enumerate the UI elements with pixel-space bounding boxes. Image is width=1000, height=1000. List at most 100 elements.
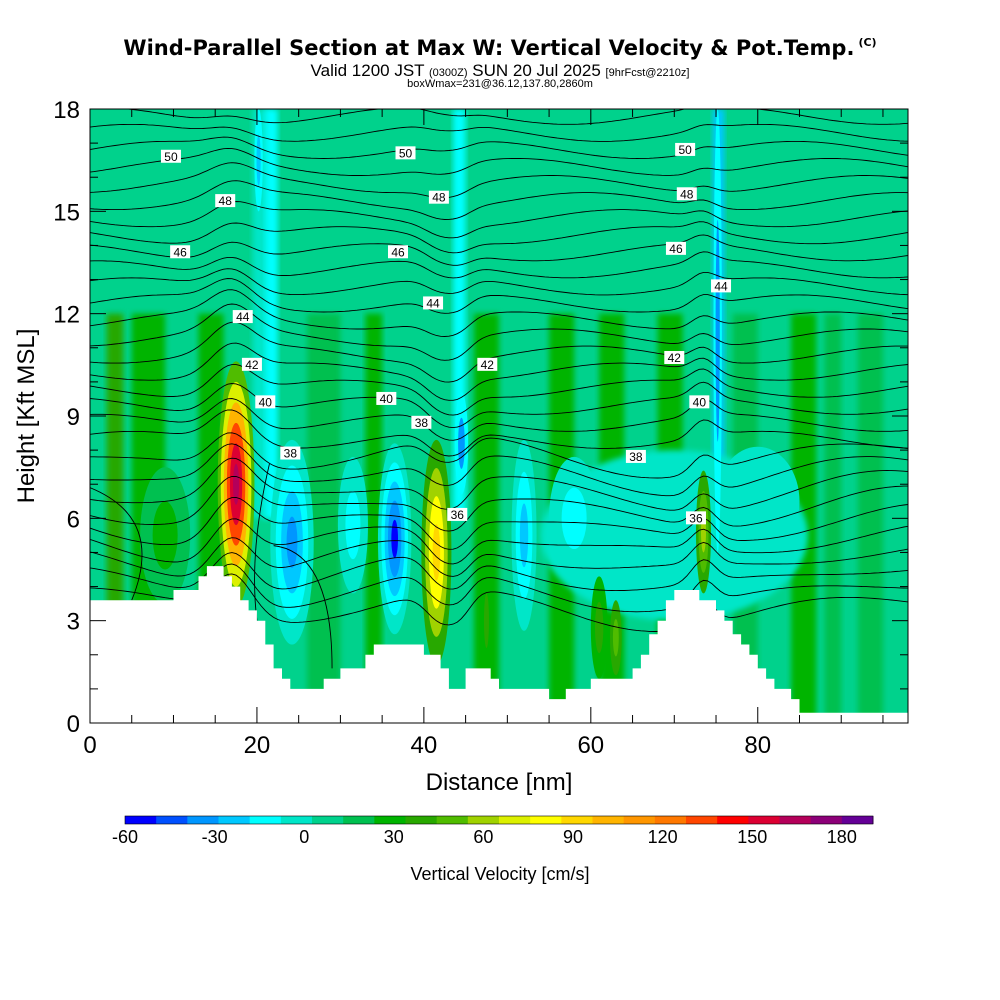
- theta-label-bg: [676, 187, 697, 201]
- colorbar-swatch: [623, 816, 656, 824]
- theta-label-text: 44: [426, 296, 440, 310]
- updraft-blob: [594, 601, 604, 654]
- theta-label-bg: [280, 446, 301, 460]
- theta-contour-line: [123, 109, 908, 125]
- downdraft-blob: [286, 516, 298, 568]
- colorbar-swatch: [125, 816, 157, 824]
- x-tick-label: 80: [744, 732, 771, 759]
- theta-label-bg: [411, 415, 432, 429]
- theta-contour-line: [90, 443, 908, 497]
- colorbar: -60 -30 0 30 60 90 120 150 180 Vertical Velocity …: [112, 815, 874, 884]
- theta-contour-label: 38: [625, 449, 646, 464]
- theta-contour-line: [90, 321, 908, 383]
- colorbar-swatch: [218, 816, 251, 824]
- theta-contour-line: [90, 303, 908, 361]
- theta-label-bg: [477, 357, 498, 371]
- copyright-mark: (C): [858, 36, 877, 49]
- x-axis-label: Distance [nm]: [426, 769, 573, 796]
- theta-label-bg: [170, 245, 191, 259]
- theta-label-bg: [675, 142, 696, 156]
- theta-contour-line: [90, 251, 908, 279]
- colorbar-swatch: [779, 816, 812, 824]
- colorbar-tick-label: 60: [473, 827, 493, 847]
- theta-contour-line: [90, 476, 908, 532]
- x-tick-label: 0: [83, 732, 96, 759]
- theta-contour-line: [90, 234, 908, 266]
- colorbar-swatch: [249, 816, 282, 824]
- updraft-blob: [233, 463, 240, 505]
- theta-contour-label: 46: [388, 245, 409, 259]
- colorbar-swatch: [405, 816, 438, 824]
- theta-contour-label: 36: [447, 507, 468, 522]
- theta-contour-line: [90, 432, 908, 479]
- theta-contour-line: [90, 573, 908, 632]
- theta-label-text: 50: [399, 146, 413, 160]
- theta-contour-line: [90, 537, 908, 577]
- colorbar-swatch: [312, 816, 344, 824]
- downdraft-blob: [715, 219, 720, 442]
- theta-contour-label: 46: [665, 241, 686, 256]
- updraft-blob: [152, 501, 178, 570]
- colorbar-label: Vertical Velocity [cm/s]: [410, 864, 589, 884]
- subtitle-valid: Valid 1200 JST: [310, 61, 425, 80]
- theta-contour-line: [90, 398, 908, 441]
- theta-contour-line: [90, 289, 908, 337]
- y-axis-label: Height [Kft MSL]: [13, 329, 40, 504]
- x-tick-label: 60: [577, 732, 604, 759]
- downdraft-blob: [561, 487, 587, 550]
- theta-contour-line: [254, 463, 270, 621]
- colorbar-swatch: [592, 816, 625, 824]
- colorbar-tick-label: 150: [737, 827, 767, 847]
- theta-contour-line: [90, 487, 143, 601]
- theta-contour-label: 38: [411, 415, 432, 430]
- y-tick-label: 12: [53, 302, 80, 329]
- colorbar-tick-label: 120: [648, 827, 678, 847]
- subtitle-utc: (0300Z): [429, 67, 468, 79]
- colorbar-tick-label: 30: [384, 827, 404, 847]
- theta-label-text: 48: [219, 194, 233, 208]
- theta-contour-label: 42: [477, 357, 498, 372]
- theta-contour-line: [90, 457, 908, 511]
- colorbar-swatch: [280, 816, 313, 824]
- colorbar-tick-label: -30: [202, 827, 228, 847]
- theta-contour-label: 48: [215, 194, 236, 208]
- downdraft-blob: [345, 491, 361, 560]
- theta-contour-label: 44: [711, 279, 732, 293]
- theta-label-bg: [232, 310, 253, 324]
- y-tick-label: 18: [53, 97, 80, 124]
- theta-label-bg: [388, 245, 409, 259]
- theta-contour-label: 40: [255, 395, 276, 409]
- theta-contour-label: 36: [685, 511, 706, 525]
- theta-label-bg: [665, 241, 686, 255]
- colorbar-tick-label: 90: [563, 827, 583, 847]
- y-tick-label: 3: [67, 609, 80, 636]
- theta-label-text: 42: [481, 358, 495, 372]
- subtitle-date: SUN 20 Jul 2025: [472, 61, 601, 80]
- theta-label-text: 48: [680, 187, 694, 201]
- theta-label-bg: [625, 449, 646, 463]
- theta-label-text: 46: [391, 245, 405, 259]
- downdraft-blob: [736, 473, 779, 529]
- theta-label-text: 44: [714, 279, 728, 293]
- box-info: boxWmax=231@36.12,137.80,2860m: [407, 78, 593, 90]
- theta-label-text: 38: [629, 450, 643, 464]
- theta-contour-label: 50: [395, 146, 416, 160]
- colorbar-tick-label: -60: [112, 827, 138, 847]
- downdraft-blob: [391, 519, 399, 558]
- theta-label-text: 42: [245, 358, 259, 372]
- updraft-blob: [483, 593, 489, 648]
- theta-label-text: 38: [415, 416, 429, 430]
- theta-contour-line: [90, 221, 908, 254]
- theta-label-text: 50: [678, 143, 692, 157]
- field-band: [824, 313, 842, 723]
- theta-contour-label: 42: [664, 351, 685, 365]
- y-tick-label: 9: [67, 404, 80, 431]
- theta-label-bg: [395, 146, 416, 160]
- theta-label-bg: [689, 395, 710, 409]
- updraft-blob: [432, 524, 441, 581]
- colorbar-swatch: [717, 816, 749, 824]
- terrain: [90, 566, 908, 723]
- colorbar-swatch: [810, 816, 843, 824]
- colorbar-swatch: [343, 816, 375, 824]
